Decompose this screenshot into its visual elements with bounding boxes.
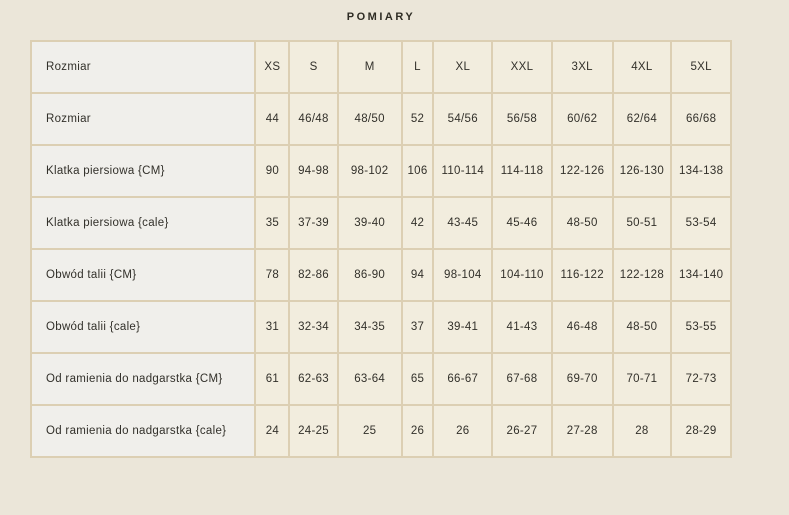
measurement-cell: 104-110 <box>491 248 553 302</box>
measurement-cell: 62/64 <box>611 92 673 146</box>
measurement-cell: 43-45 <box>432 196 494 250</box>
measurement-cell: 67-68 <box>491 352 553 406</box>
measurement-cell: 24 <box>254 404 291 458</box>
measurement-cell: 53-54 <box>670 196 732 250</box>
header-cell-size: 3XL <box>550 40 614 94</box>
header-cell-size: M <box>336 40 403 94</box>
table-row: Od ramienia do nadgarstka {CM} 61 62-63 63-… <box>29 352 732 406</box>
measurement-cell: 34-35 <box>336 300 403 354</box>
measurement-cell: 41-43 <box>491 300 553 354</box>
header-cell-size: 4XL <box>611 40 673 94</box>
row-label: Obwód talii {cale} <box>29 300 257 354</box>
page-title: POMIARY <box>346 11 416 23</box>
row-label: Obwód talii {CM} <box>29 248 257 302</box>
measurement-cell: 114-118 <box>491 144 553 198</box>
measurement-cell: 27-28 <box>550 404 614 458</box>
measurement-cell: 48/50 <box>336 92 403 146</box>
measurement-cell: 48-50 <box>550 196 614 250</box>
header-cell-size: 5XL <box>670 40 732 94</box>
row-label: Rozmiar <box>29 92 257 146</box>
table-row: Klatka piersiowa {CM} 90 94-98 98-102 106 110… <box>29 144 732 198</box>
measurement-cell: 134-138 <box>670 144 732 198</box>
table-row: Rozmiar 44 46/48 48/50 52 54/56 56/58 60/62 62/6… <box>29 92 732 146</box>
measurement-cell: 44 <box>254 92 291 146</box>
header-cell-size: XS <box>254 40 291 94</box>
measurement-cell: 98-102 <box>336 144 403 198</box>
measurement-cell: 86-90 <box>336 248 403 302</box>
row-label: Klatka piersiowa {cale} <box>29 196 257 250</box>
row-label: Klatka piersiowa {CM} <box>29 144 257 198</box>
table-body: Rozmiar 44 46/48 48/50 52 54/56 56/58 60/62 62/6… <box>29 92 732 458</box>
measurement-cell: 39-41 <box>432 300 494 354</box>
header-cell-label: Rozmiar <box>29 40 257 94</box>
measurement-cell: 90 <box>254 144 291 198</box>
measurement-cell: 70-71 <box>611 352 673 406</box>
header-cell-size: L <box>400 40 435 94</box>
measurement-cell: 48-50 <box>611 300 673 354</box>
measurement-cell: 46-48 <box>550 300 614 354</box>
measurement-cell: 63-64 <box>336 352 403 406</box>
header-row: Rozmiar XS S M L XL XXL 3XL 4XL 5XL <box>29 40 732 94</box>
measurement-cell: 26 <box>400 404 435 458</box>
measurement-cell: 37-39 <box>288 196 339 250</box>
measurement-cell: 28-29 <box>670 404 732 458</box>
measurement-cell: 98-104 <box>432 248 494 302</box>
measurement-cell: 106 <box>400 144 435 198</box>
measurement-cell: 69-70 <box>550 352 614 406</box>
row-label: Od ramienia do nadgarstka {cale} <box>29 404 257 458</box>
measurement-cell: 110-114 <box>432 144 494 198</box>
row-label: Od ramienia do nadgarstka {CM} <box>29 352 257 406</box>
measurement-cell: 31 <box>254 300 291 354</box>
measurement-cell: 66-67 <box>432 352 494 406</box>
measurement-cell: 39-40 <box>336 196 403 250</box>
measurement-cell: 78 <box>254 248 291 302</box>
measurement-cell: 45-46 <box>491 196 553 250</box>
header-cell-size: XXL <box>491 40 553 94</box>
measurement-cell: 62-63 <box>288 352 339 406</box>
header-cell-size: S <box>288 40 339 94</box>
measurement-cell: 26-27 <box>491 404 553 458</box>
size-chart-section: POMIARY Rozmiar XS S M L XL XXL 3XL 4XL … <box>29 0 732 458</box>
measurement-cell: 72-73 <box>670 352 732 406</box>
measurement-cell: 46/48 <box>288 92 339 146</box>
measurement-cell: 94-98 <box>288 144 339 198</box>
measurement-cell: 25 <box>336 404 403 458</box>
measurement-cell: 66/68 <box>670 92 732 146</box>
measurement-cell: 61 <box>254 352 291 406</box>
table-row: Od ramienia do nadgarstka {cale} 24 24-25 2… <box>29 404 732 458</box>
measurement-cell: 24-25 <box>288 404 339 458</box>
measurement-cell: 50-51 <box>611 196 673 250</box>
measurement-cell: 35 <box>254 196 291 250</box>
table-row: Klatka piersiowa {cale} 35 37-39 39-40 42 43-… <box>29 196 732 250</box>
table-row: Obwód talii {cale} 31 32-34 34-35 37 39-41 41-… <box>29 300 732 354</box>
measurement-cell: 126-130 <box>611 144 673 198</box>
measurement-cell: 54/56 <box>432 92 494 146</box>
measurement-cell: 42 <box>400 196 435 250</box>
measurement-cell: 65 <box>400 352 435 406</box>
measurement-cell: 52 <box>400 92 435 146</box>
measurement-cell: 56/58 <box>491 92 553 146</box>
header-cell-size: XL <box>432 40 494 94</box>
measurement-cell: 82-86 <box>288 248 339 302</box>
measurement-cell: 28 <box>611 404 673 458</box>
measurement-cell: 134-140 <box>670 248 732 302</box>
measurement-cell: 37 <box>400 300 435 354</box>
measurement-cell: 116-122 <box>550 248 614 302</box>
measurement-cell: 60/62 <box>550 92 614 146</box>
table-row: Obwód talii {CM} 78 82-86 86-90 94 98-104 104-… <box>29 248 732 302</box>
measurements-table: Rozmiar XS S M L XL XXL 3XL 4XL 5XL Rozm… <box>29 40 732 458</box>
measurement-cell: 26 <box>432 404 494 458</box>
measurement-cell: 122-126 <box>550 144 614 198</box>
measurement-cell: 32-34 <box>288 300 339 354</box>
measurement-cell: 122-128 <box>611 248 673 302</box>
measurement-cell: 53-55 <box>670 300 732 354</box>
measurement-cell: 94 <box>400 248 435 302</box>
